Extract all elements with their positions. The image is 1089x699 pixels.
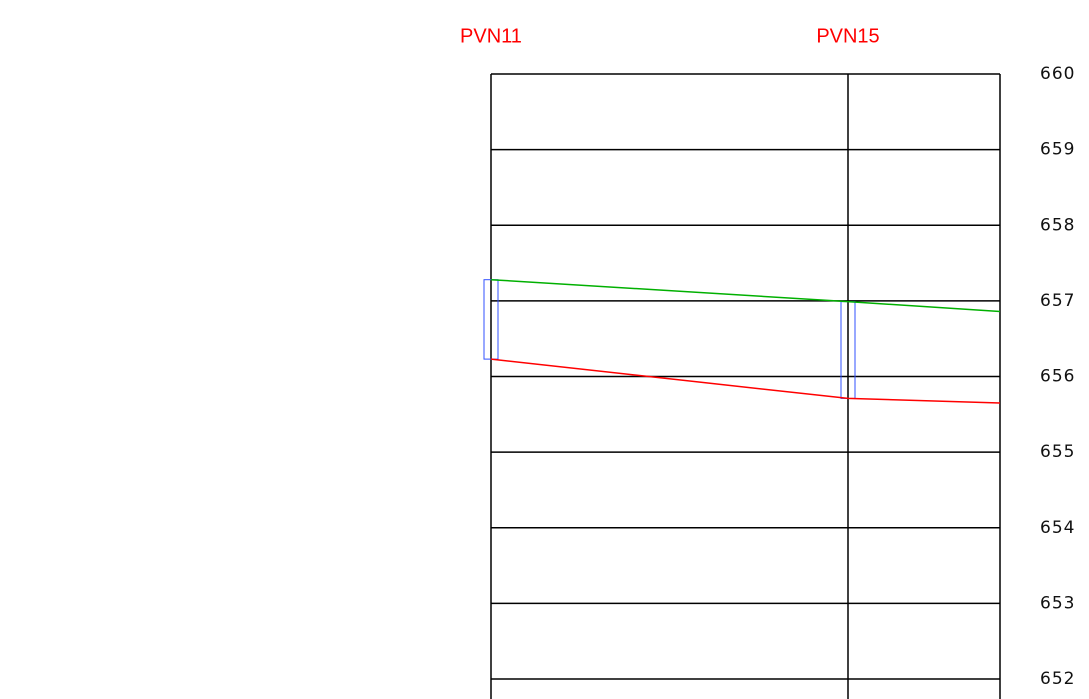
y-tick-label: 653	[1040, 593, 1075, 613]
y-tick-label: 660	[1040, 64, 1075, 84]
structure-label: PVN11	[460, 25, 522, 47]
profile-line	[490, 278, 1001, 313]
y-tick-label: 656	[1040, 367, 1075, 387]
structure-label: PVN15	[816, 25, 879, 47]
y-tick-label: 652	[1040, 669, 1075, 689]
y-tick-label: 655	[1040, 442, 1075, 462]
y-tick-label: 659	[1040, 140, 1075, 160]
profile-line	[490, 358, 1001, 404]
y-tick-label: 658	[1040, 215, 1075, 235]
y-tick-label: 657	[1040, 291, 1075, 311]
y-tick-label: 654	[1040, 518, 1075, 538]
